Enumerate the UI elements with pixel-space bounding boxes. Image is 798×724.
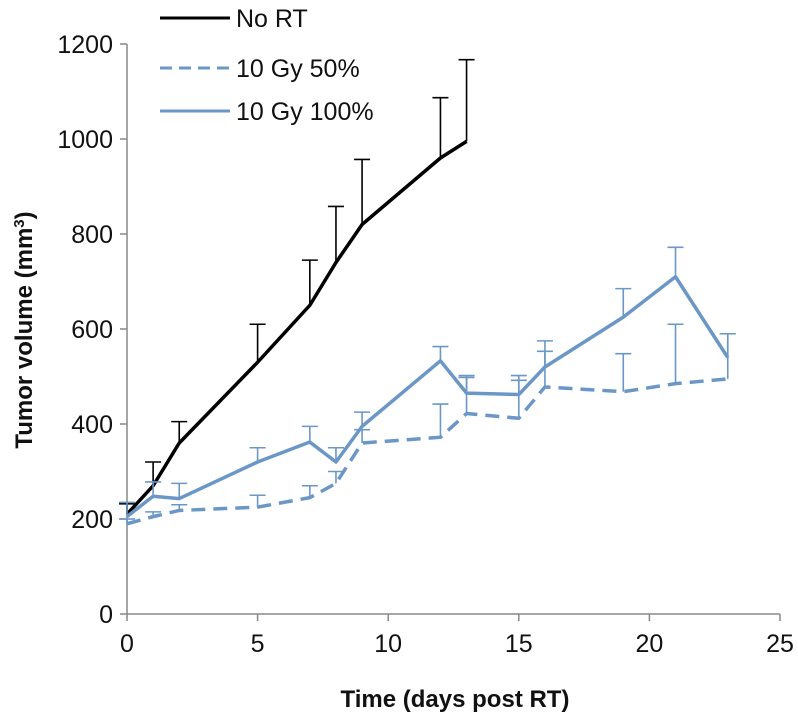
series-line xyxy=(126,377,728,526)
legend-label-10gy-100: 10 Gy 100% xyxy=(236,98,374,126)
y-tick-label: 1200 xyxy=(57,31,113,59)
series-line xyxy=(125,139,468,516)
y-tick-label: 400 xyxy=(71,411,113,439)
x-tick-label: 5 xyxy=(251,630,265,658)
series-group xyxy=(119,58,475,516)
series-group xyxy=(119,246,736,519)
x-tick-label: 25 xyxy=(766,630,794,658)
y-tick-label: 0 xyxy=(99,601,113,629)
y-axis-title-close: ) xyxy=(11,211,38,219)
series-group xyxy=(119,323,736,526)
legend-label-no-rt: No RT xyxy=(236,5,308,33)
series-line xyxy=(125,275,730,519)
series-layer xyxy=(119,58,736,526)
y-axis-title: Tumor volume (mm3) xyxy=(11,211,39,448)
legend-label-10gy-50: 10 Gy 50% xyxy=(236,55,360,83)
y-ticks: 0 200 400 600 800 1000 1200 xyxy=(57,31,127,629)
y-tick-label: 1000 xyxy=(57,126,113,154)
y-axis-title-main: Tumor volume (mm xyxy=(11,228,38,449)
axes: 0 200 400 600 800 1000 1200 0 5 10 15 20 25 xyxy=(57,31,794,658)
x-tick-label: 20 xyxy=(635,630,663,658)
y-tick-label: 200 xyxy=(71,506,113,534)
legend: No RT 10 Gy 50% 10 Gy 100% xyxy=(160,5,374,126)
x-axis-title: Time (days post RT) xyxy=(341,686,570,713)
x-ticks: 0 5 10 15 20 25 xyxy=(120,614,794,658)
x-tick-label: 10 xyxy=(374,630,402,658)
y-axis-title-superscript: 3 xyxy=(11,219,28,227)
x-tick-label: 0 xyxy=(120,630,134,658)
x-tick-label: 15 xyxy=(505,630,533,658)
y-tick-label: 600 xyxy=(71,316,113,344)
y-tick-label: 800 xyxy=(71,221,113,249)
